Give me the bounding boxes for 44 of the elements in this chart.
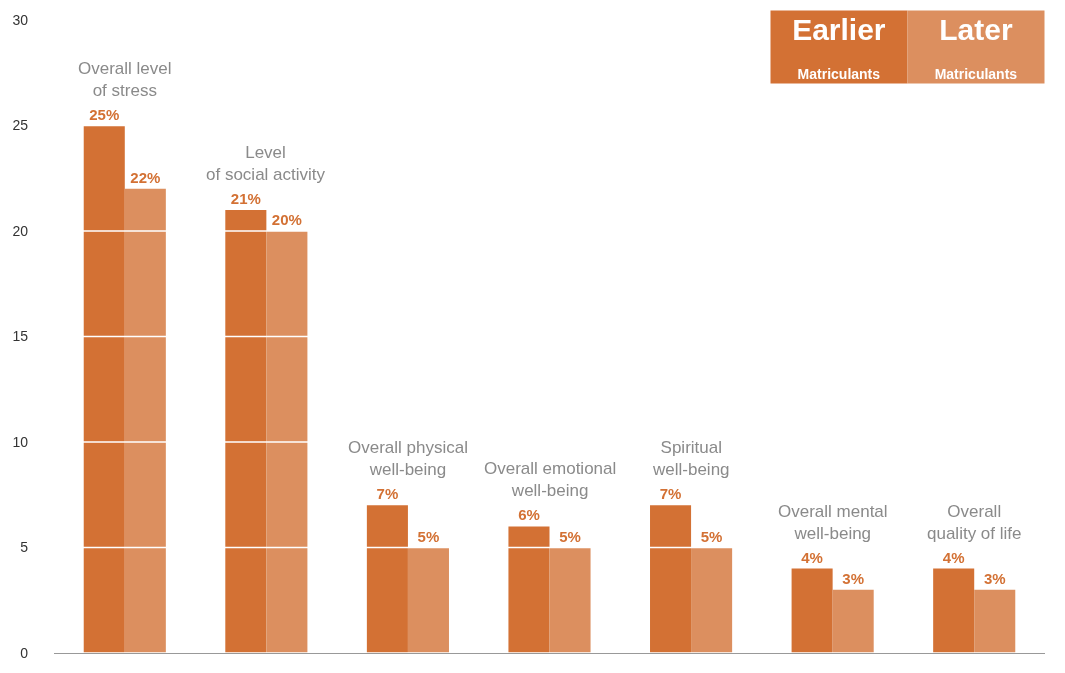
data-label: 7% xyxy=(659,485,682,503)
y-tick-label: 20 xyxy=(12,222,29,239)
bar xyxy=(508,526,550,653)
data-label: 5% xyxy=(417,527,440,545)
x-tick-label: Spiritual well-being xyxy=(652,438,730,480)
data-label: 4% xyxy=(801,548,823,566)
bar xyxy=(225,209,267,653)
data-label: 5% xyxy=(700,527,723,545)
bar xyxy=(83,125,125,653)
text: Earlier Matriculants xyxy=(792,12,886,82)
bar xyxy=(366,505,408,653)
bar xyxy=(791,568,833,653)
data-label: 3% xyxy=(983,569,1006,587)
y-tick-label: 15 xyxy=(12,328,29,345)
x-tick-label: Overall quality of life xyxy=(927,502,1022,544)
bar xyxy=(124,188,166,653)
x-tick-label: Overall emotional well-being xyxy=(484,459,617,501)
x-tick-label: Overall mental well-being xyxy=(778,502,888,544)
y-tick-label: 30 xyxy=(12,11,29,28)
bar xyxy=(933,568,975,653)
data-label: 22% xyxy=(130,168,161,186)
bar xyxy=(650,505,692,653)
data-label: 7% xyxy=(376,485,399,503)
data-label: 6% xyxy=(518,506,540,524)
y-tick-label: 25 xyxy=(12,117,29,134)
y-tick-label: 0 xyxy=(20,644,29,661)
bar xyxy=(266,231,308,653)
x-tick-label: Level of social activity xyxy=(206,143,326,185)
data-label: 21% xyxy=(230,189,261,207)
bar xyxy=(549,547,591,653)
text: Later Matriculants xyxy=(934,12,1018,82)
bar xyxy=(407,547,449,653)
bar xyxy=(691,547,733,653)
data-label: 20% xyxy=(271,211,302,228)
data-label: 3% xyxy=(842,569,865,587)
x-tick-label: Overall level of stress xyxy=(78,59,172,101)
bar xyxy=(974,589,1016,653)
x-tick-label: Overall physical well-being xyxy=(348,438,468,480)
data-label: 25% xyxy=(89,105,120,123)
data-label: 4% xyxy=(942,548,965,566)
y-tick-label: 10 xyxy=(12,433,29,450)
y-tick-label: 5 xyxy=(20,539,29,556)
data-label: 5% xyxy=(559,527,581,545)
bar xyxy=(832,589,874,653)
